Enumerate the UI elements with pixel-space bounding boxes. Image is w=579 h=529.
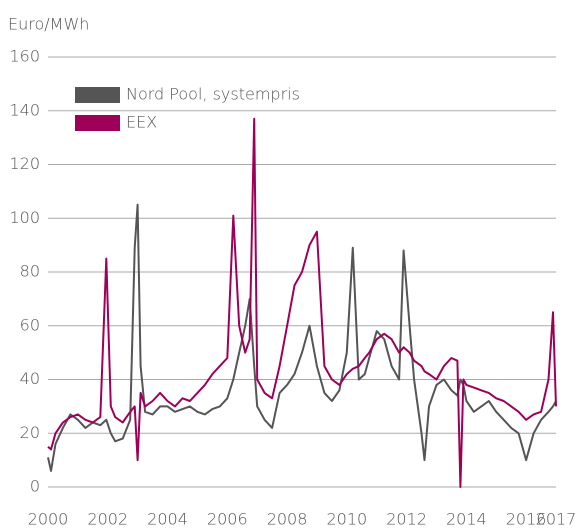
- y-tick-label: 120: [9, 154, 40, 173]
- series-line: [47, 203, 557, 472]
- x-tick-label: 2000: [28, 510, 69, 529]
- y-tick-label: 160: [9, 47, 40, 66]
- legend-label: EEX: [126, 113, 157, 132]
- series-line: [47, 117, 557, 488]
- x-tick-label: 2016: [506, 510, 547, 529]
- x-tick-label: 2012: [386, 510, 427, 529]
- y-tick-label: 80: [20, 262, 40, 281]
- x-tick-label: 2008: [267, 510, 308, 529]
- y-tick-label: 100: [9, 208, 40, 227]
- legend-label: Nord Pool, systempris: [126, 85, 300, 104]
- y-axis-label: Euro/MWh: [8, 15, 89, 34]
- legend-swatch: [75, 87, 120, 103]
- x-tick-label: 2006: [207, 510, 248, 529]
- x-tick-label: 2004: [147, 510, 188, 529]
- y-tick-label: 140: [9, 100, 40, 119]
- x-tick-label: 2014: [446, 510, 487, 529]
- legend-swatch: [75, 115, 120, 131]
- x-tick-label: 2010: [326, 510, 367, 529]
- y-tick-label: 20: [20, 423, 40, 442]
- y-tick-label: 0: [30, 477, 40, 496]
- y-tick-label: 40: [20, 369, 40, 388]
- y-tick-label: 60: [20, 315, 40, 334]
- x-tick-label: 2002: [87, 510, 128, 529]
- x-tick-label: 2017: [536, 510, 577, 529]
